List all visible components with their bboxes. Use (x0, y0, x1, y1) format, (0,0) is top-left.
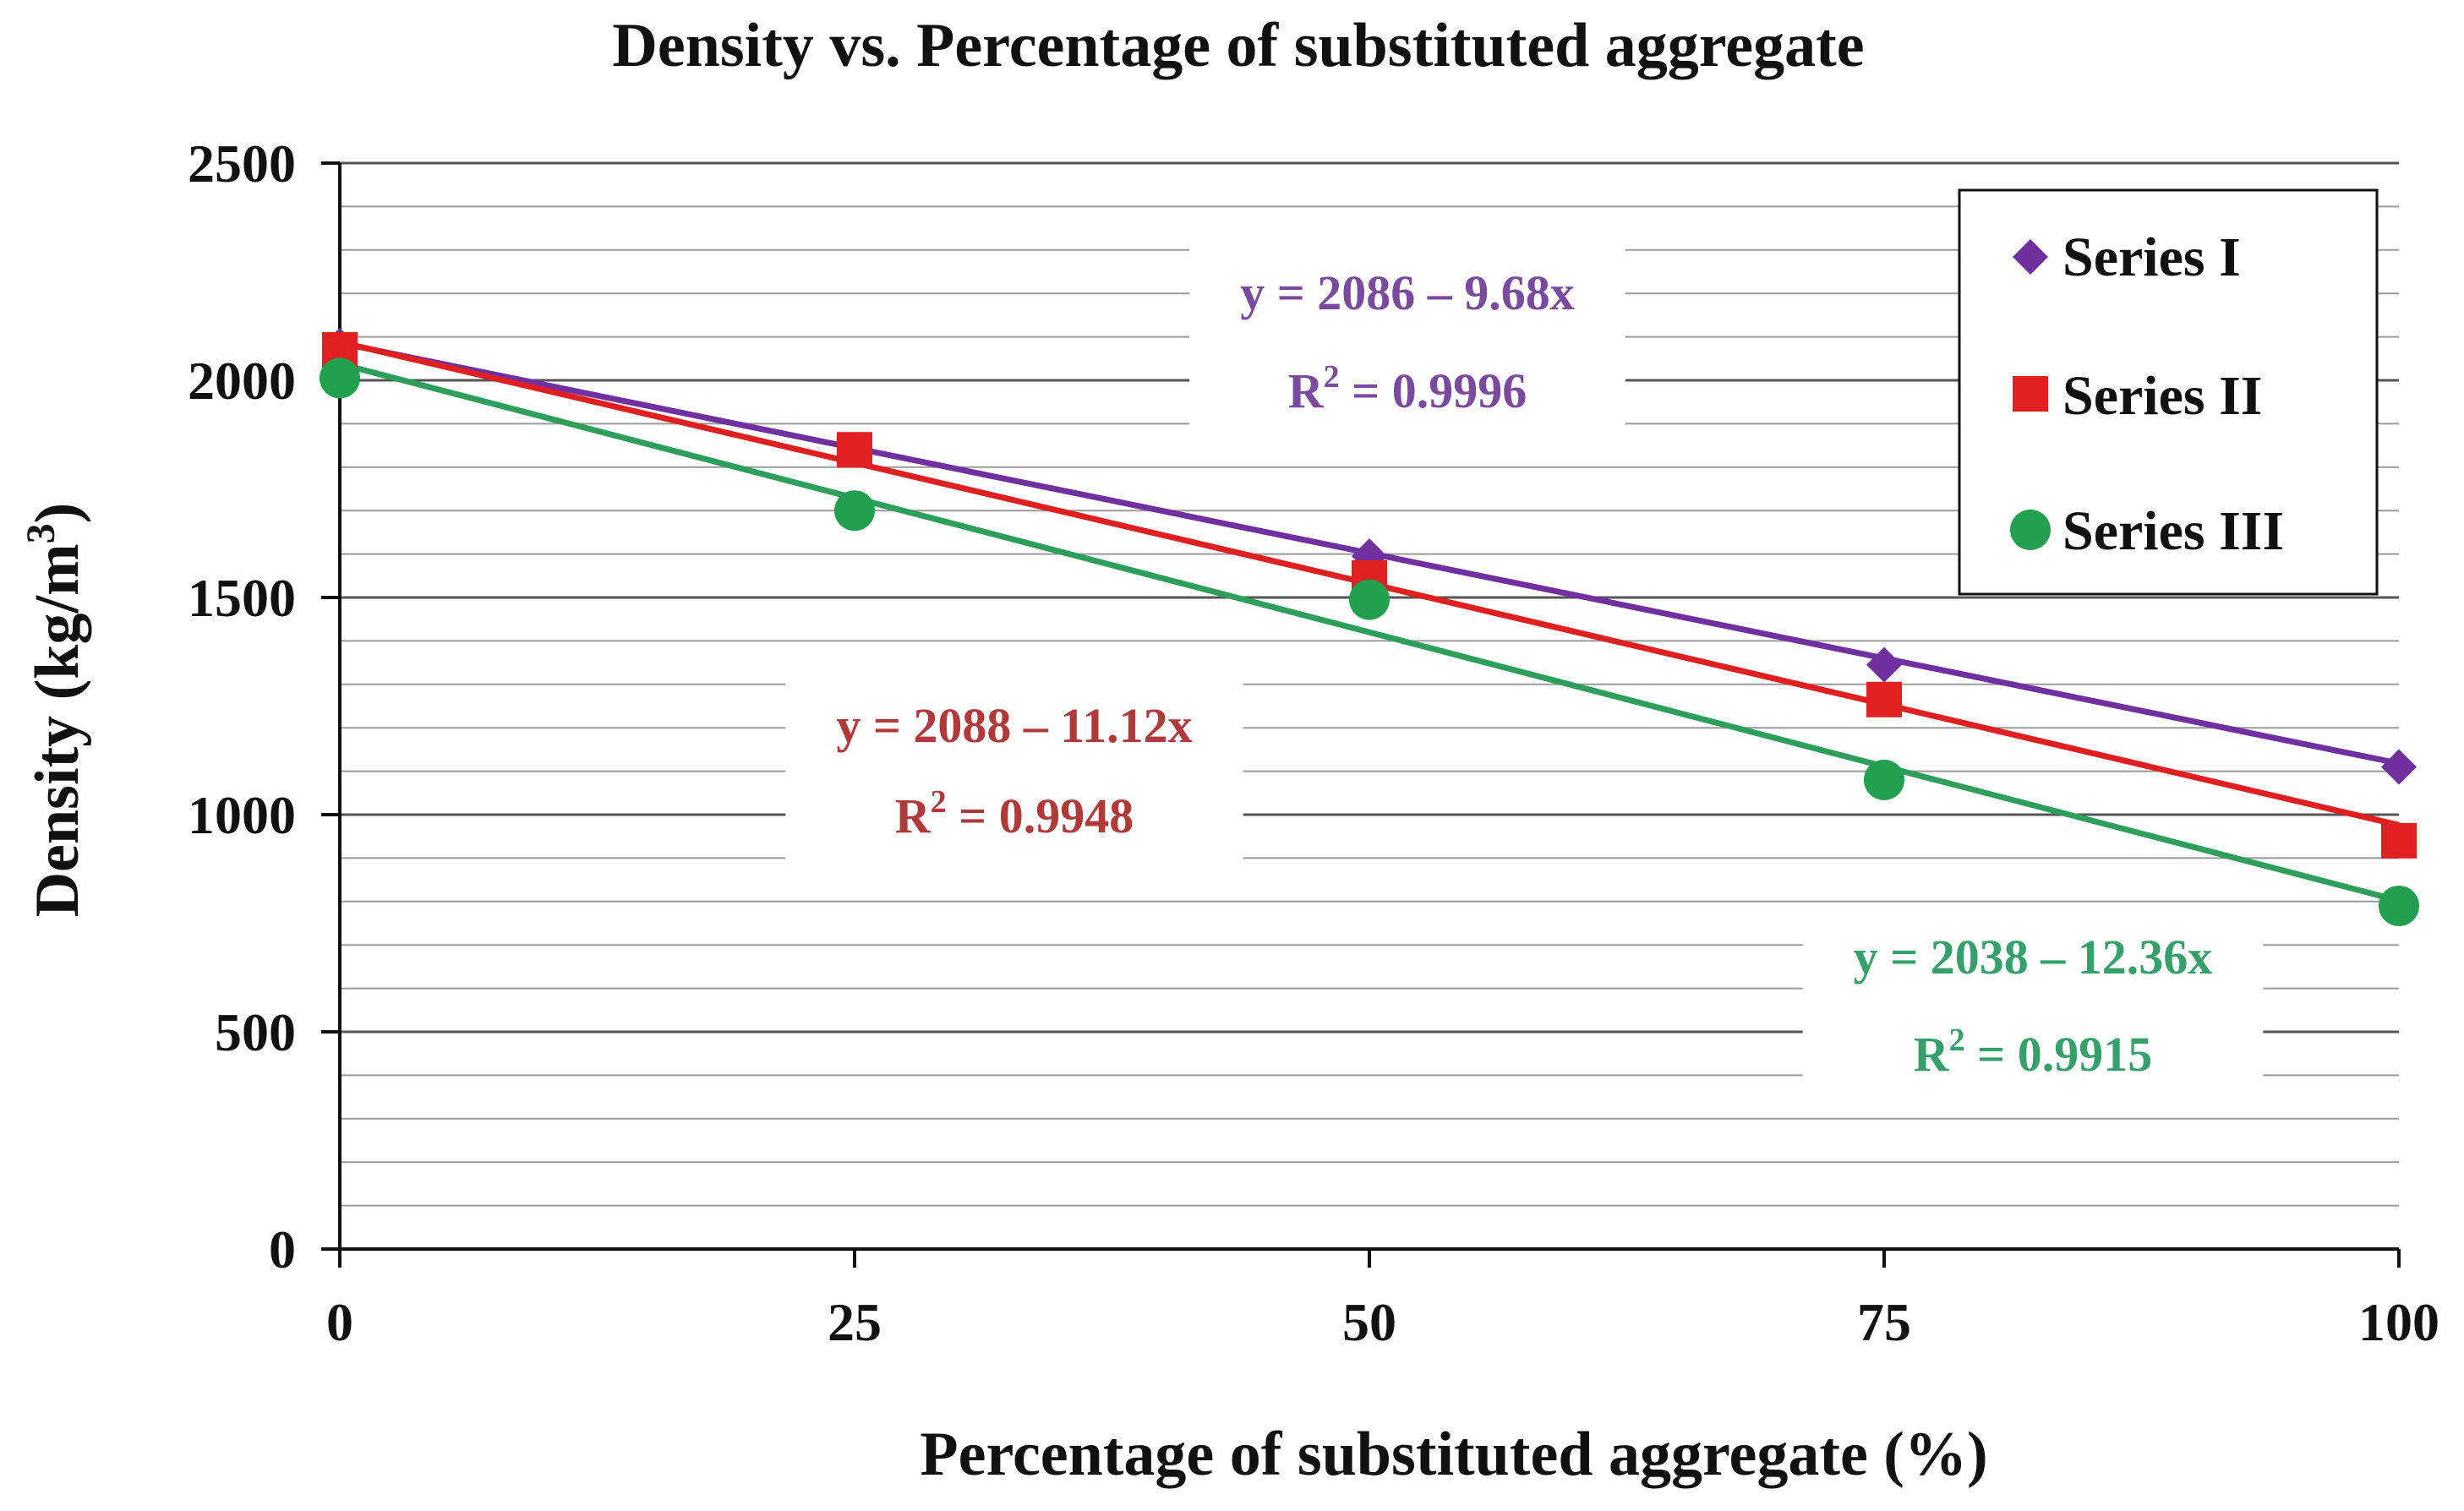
trendline-series-3 (339, 361, 2400, 904)
r2-text-series-2: R2 = 0.9948 (895, 784, 1134, 843)
r2-value-series-1: = 0.9996 (1340, 363, 1527, 418)
equation-background (1802, 904, 2264, 1107)
y-axis-label-close: ) (23, 503, 92, 524)
equation-series-1: y = 2086 – 9.68x R2 = 0.9996 (1240, 265, 1575, 418)
equation-text-series-3: y = 2038 – 12.36x (1854, 930, 2213, 985)
legend-label-series-1: Series I (2062, 226, 2241, 288)
y-tick-label: 2500 (188, 134, 296, 194)
data-point-series-3 (320, 357, 360, 399)
x-tick-label: 100 (2358, 1292, 2439, 1352)
r2-sup-series-2: 2 (931, 784, 947, 820)
y-axis-label-main: Density (kg/m (23, 543, 92, 917)
data-point-series-1 (1866, 646, 1902, 683)
r2-prefix-series-2: R (895, 788, 932, 843)
equation-text-series-2: y = 2088 – 11.12x (836, 698, 1192, 753)
equation-text-series-1: y = 2086 – 9.68x (1240, 265, 1575, 320)
legend-marker-circle (2010, 510, 2051, 550)
y-axis-label: Density (kg/m3) (19, 503, 92, 918)
r2-sup-series-1: 2 (1324, 359, 1340, 395)
legend-item-series-1: Series I (2013, 226, 2241, 288)
y-tick-labels: 0 500 1000 1500 2000 2500 (188, 134, 296, 1279)
y-tick-label: 1500 (188, 568, 296, 628)
legend-label-series-2: Series II (2062, 365, 2262, 427)
equation-backgrounds (785, 240, 2264, 1107)
y-tick-label: 2000 (188, 351, 296, 411)
legend-item-series-2: Series II (2013, 365, 2262, 427)
data-point-series-2 (2381, 822, 2417, 859)
data-markers (320, 327, 2419, 926)
r2-text-series-1: R2 = 0.9996 (1288, 359, 1527, 418)
y-axis-label-sup: 3 (19, 523, 63, 543)
r2-value-series-2: = 0.9948 (947, 788, 1134, 843)
x-tick-label: 50 (1342, 1292, 1396, 1352)
equation-series-2: y = 2088 – 11.12x R2 = 0.9948 (836, 698, 1192, 843)
legend: Series I Series II Series III (1958, 188, 2379, 596)
data-point-series-3 (1864, 759, 1904, 800)
y-tick-label: 0 (269, 1219, 296, 1279)
axes (321, 161, 2401, 1268)
data-point-series-2 (837, 432, 872, 468)
data-point-series-2 (1866, 681, 1902, 717)
equation-series-3: y = 2038 – 12.36x R2 = 0.9915 (1854, 930, 2213, 1082)
r2-value-series-3: = 0.9915 (1965, 1027, 2153, 1082)
y-tick-label: 1000 (188, 785, 296, 845)
chart-title: Density vs. Percentage of substituted ag… (612, 11, 1864, 80)
r2-sup-series-3: 2 (1949, 1023, 1965, 1058)
r2-prefix-series-1: R (1288, 363, 1325, 418)
x-tick-label: 0 (326, 1292, 353, 1352)
r2-text-series-3: R2 = 0.9915 (1914, 1023, 2152, 1082)
x-tick-label: 75 (1857, 1292, 1911, 1352)
equation-background (785, 673, 1243, 869)
x-tick-label: 25 (828, 1292, 882, 1352)
legend-marker-square (2013, 376, 2048, 412)
x-tick-labels: 0 25 50 75 100 (326, 1292, 2439, 1352)
data-point-series-3 (2379, 885, 2419, 926)
r2-prefix-series-3: R (1914, 1027, 1950, 1082)
data-point-series-3 (1349, 579, 1390, 620)
data-point-series-3 (834, 490, 875, 532)
y-tick-label: 500 (215, 1002, 296, 1062)
x-axis-label: Percentage of substituted aggregate (%) (920, 1420, 1987, 1489)
legend-marker-diamond (2013, 239, 2048, 275)
legend-item-series-3: Series III (2010, 500, 2284, 562)
data-point-series-1 (2381, 749, 2417, 785)
equation-background (1189, 240, 1625, 444)
legend-label-series-3: Series III (2062, 500, 2284, 562)
